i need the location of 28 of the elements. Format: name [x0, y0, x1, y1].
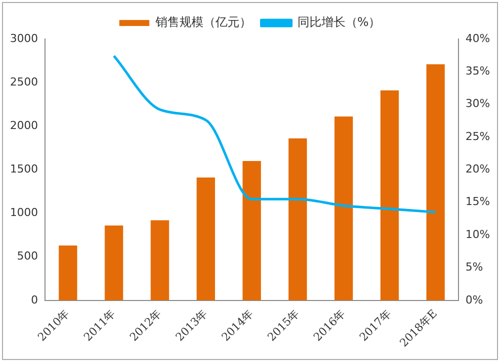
bar [242, 160, 261, 300]
bar [380, 90, 399, 300]
y-tick-label: 3000 [10, 32, 38, 45]
y-tick-label: 2500 [10, 75, 38, 88]
line-series [112, 54, 437, 214]
y-tick-label: 1000 [10, 206, 38, 220]
y2-tick-label: 10% [466, 228, 490, 241]
y2-tick-label: 0% [466, 293, 484, 306]
y2-tick-label: 15% [466, 195, 490, 208]
bar [196, 178, 216, 300]
y2-tick-label: 30% [466, 97, 490, 110]
bar [150, 220, 170, 300]
y-tick-label: 2000 [10, 119, 38, 132]
y2-tick-label: 20% [466, 162, 490, 176]
bar [426, 64, 445, 300]
legend-label: 同比增长（%） [297, 15, 381, 30]
y2-tick-label: 40% [466, 32, 490, 45]
y2-tick-label: 25% [466, 130, 490, 143]
y-tick-label: 0 [30, 293, 38, 306]
bar [288, 138, 307, 300]
bar [104, 225, 124, 300]
y-tick-label: 500 [16, 250, 38, 263]
bar [58, 246, 78, 300]
y2-tick-label: 5% [466, 260, 484, 274]
y2-tick-label: 35% [466, 64, 490, 78]
legend-label: 销售规模（亿元） [154, 15, 252, 30]
y-tick-label: 1500 [10, 162, 38, 176]
bar [334, 116, 353, 300]
